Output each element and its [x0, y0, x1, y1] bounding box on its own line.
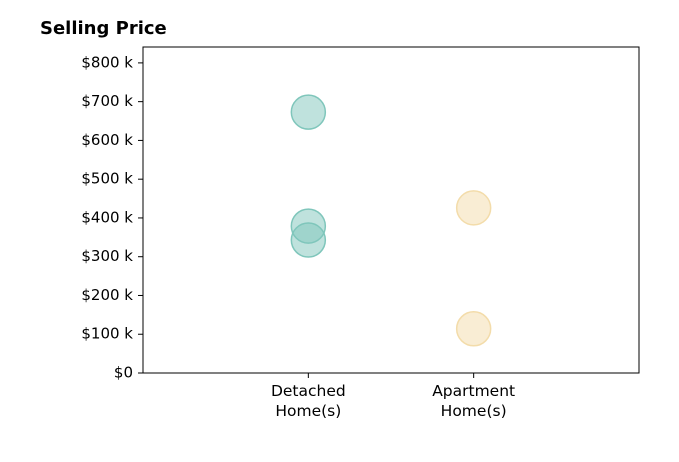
y-tick-label: $500 k	[81, 170, 133, 188]
chart-title: Selling Price	[40, 18, 167, 39]
point	[455, 190, 492, 226]
y-tick-label: $700 k	[81, 92, 133, 110]
y-tick-label: $200 k	[81, 286, 133, 304]
point	[455, 311, 492, 347]
y-tick-label: $600 k	[81, 131, 133, 149]
y-tick-label: $400 k	[81, 208, 133, 226]
x-tick-label: Detached Home(s)	[270, 382, 346, 420]
point	[290, 94, 327, 130]
y-tick-label: $300 k	[81, 247, 133, 265]
point	[290, 222, 327, 258]
y-tick-label: $0	[114, 364, 133, 382]
x-tick-label: Apartment Home(s)	[432, 382, 516, 420]
y-tick-label: $100 k	[81, 325, 133, 343]
y-tick-label: $800 k	[81, 53, 133, 71]
plot-frame	[142, 46, 640, 374]
